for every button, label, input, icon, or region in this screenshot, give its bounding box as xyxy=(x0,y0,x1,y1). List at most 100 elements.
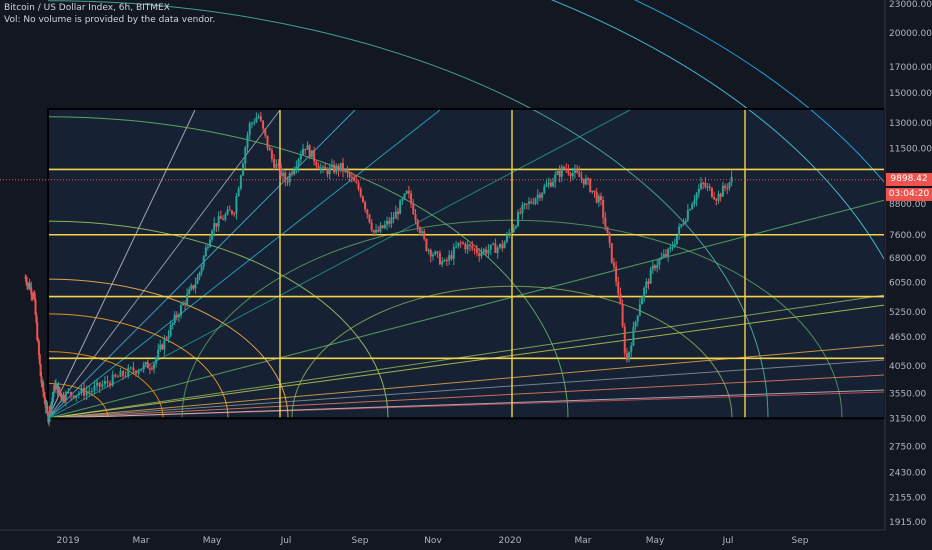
candle-body xyxy=(67,392,70,394)
candle-body xyxy=(42,382,45,392)
time-tick-label: May xyxy=(203,536,222,546)
candle-body xyxy=(669,247,672,249)
candle-body xyxy=(328,167,331,175)
candle-body xyxy=(680,224,683,227)
candle-body xyxy=(50,401,53,411)
candle-body xyxy=(471,245,474,249)
candle-body xyxy=(341,162,344,172)
candle-body xyxy=(190,285,193,290)
last-price-tag: 9898.42 xyxy=(886,173,932,187)
candle-body xyxy=(233,213,236,215)
candle-body xyxy=(37,339,40,342)
candle-body xyxy=(184,302,187,305)
candle-body xyxy=(140,369,143,372)
candle-body xyxy=(552,181,555,187)
candle-body xyxy=(421,231,424,233)
candle-body xyxy=(441,261,444,265)
gann-arc xyxy=(47,116,569,419)
candle-body xyxy=(532,202,535,204)
candle-body xyxy=(405,190,408,194)
candle-body xyxy=(448,255,451,261)
candle-body xyxy=(52,393,55,398)
candle-body xyxy=(177,315,180,317)
candle-body xyxy=(103,380,106,385)
candle-body xyxy=(224,214,227,220)
candle-body xyxy=(719,193,722,197)
candle-body xyxy=(401,198,404,201)
bar-countdown-tag: 03:04:20 xyxy=(886,187,932,201)
candle-body xyxy=(28,282,31,290)
candle-body xyxy=(288,173,291,183)
candle-body xyxy=(31,294,34,296)
candle-body xyxy=(266,135,269,148)
candle-body xyxy=(410,193,413,204)
candle-body xyxy=(494,243,497,253)
candle-body xyxy=(675,235,678,245)
candle-body xyxy=(43,396,46,404)
candle-body xyxy=(194,283,197,289)
candle-body xyxy=(333,164,336,173)
candle-body xyxy=(630,345,633,352)
gann-arc xyxy=(47,0,769,419)
candle-body xyxy=(248,123,251,135)
candle-body xyxy=(512,227,515,233)
candle-body xyxy=(619,293,622,305)
candle-body xyxy=(48,406,51,416)
candle-body xyxy=(200,266,203,273)
candle-body xyxy=(302,148,305,155)
candle-body xyxy=(299,154,302,160)
candle-body xyxy=(208,239,211,248)
candle-body xyxy=(297,159,300,167)
candle-body xyxy=(284,172,287,182)
price-tick-label: 20000.00 xyxy=(889,29,932,39)
candle-body xyxy=(132,367,135,371)
candle-body xyxy=(699,182,702,189)
candle-body xyxy=(62,394,65,400)
candle-body xyxy=(53,384,56,394)
price-tick-label: 2155.00 xyxy=(889,493,926,503)
candle-body xyxy=(730,176,733,183)
time-tick-label: 2019 xyxy=(57,536,80,546)
candle-body xyxy=(567,169,570,174)
candle-body xyxy=(255,117,258,123)
candle-body xyxy=(643,287,646,298)
candle-body xyxy=(72,395,75,398)
candle-body xyxy=(153,363,156,369)
candle-body xyxy=(146,362,149,369)
candle-body xyxy=(54,384,57,389)
candle-body xyxy=(344,169,347,172)
candle-body xyxy=(46,405,49,413)
candle-body xyxy=(101,384,104,387)
candle-body xyxy=(686,209,689,221)
candle-body xyxy=(337,165,340,171)
price-tick-label: 2750.00 xyxy=(889,443,926,453)
candle-body xyxy=(206,247,209,249)
candle-body xyxy=(58,386,61,392)
candle-body xyxy=(161,344,164,350)
candle-body xyxy=(324,166,327,170)
candle-body xyxy=(438,252,441,265)
candle-body xyxy=(673,244,676,247)
candle-body xyxy=(691,203,694,210)
candle-body xyxy=(595,192,598,203)
candle-body xyxy=(242,163,245,176)
candle-body xyxy=(295,166,298,170)
price-tick-label: 8800.00 xyxy=(889,200,926,210)
candle-body xyxy=(536,194,539,199)
candle-body xyxy=(392,217,395,219)
candle-body xyxy=(654,265,656,268)
candle-body xyxy=(445,259,448,261)
candle-body xyxy=(114,374,117,377)
time-tick-label: Jul xyxy=(280,536,292,546)
candle-body xyxy=(379,225,382,232)
candle-body xyxy=(235,196,238,214)
candle-body xyxy=(59,391,62,394)
candle-body xyxy=(196,277,199,284)
candle-body xyxy=(457,242,460,247)
candle-body xyxy=(179,305,182,316)
candle-body xyxy=(357,182,360,189)
candle-body xyxy=(165,338,168,340)
candle-body xyxy=(560,167,563,177)
